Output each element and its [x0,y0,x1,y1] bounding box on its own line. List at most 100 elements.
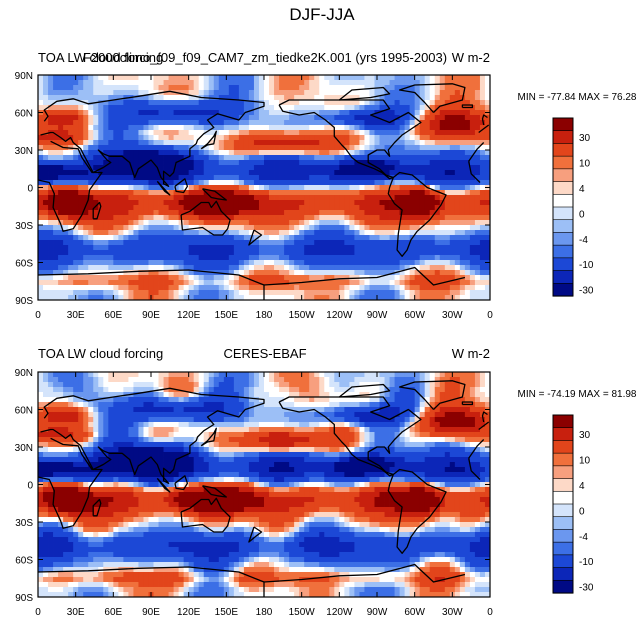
field-cell [88,402,94,408]
field-cell [148,200,154,206]
field-cell [38,275,44,281]
field-cell [153,295,159,300]
field-cell [314,200,320,206]
field-cell [364,402,370,408]
field-cell [419,140,426,146]
field-cell [394,150,400,156]
field-cell [269,235,275,241]
field-cell [439,185,446,191]
field-cell [68,235,74,241]
field-cell [419,100,426,106]
field-cell [168,85,174,91]
field-cell [324,120,330,126]
field-cell [93,135,99,141]
field-cell [304,155,310,161]
field-cell [258,387,265,393]
field-cell [243,100,250,106]
field-cell [354,220,360,226]
field-cell [474,387,481,393]
field-cell [274,275,280,281]
field-cell [344,170,350,176]
field-cell [419,110,426,116]
field-cell [253,115,260,121]
field-cell [309,90,315,96]
field-cell [309,160,315,166]
field-cell [203,125,210,131]
field-cell [304,125,310,131]
field-cell [193,170,200,176]
field-cell [228,255,235,261]
field-cell [369,90,375,96]
field-cell [344,407,350,413]
field-cell [404,275,411,281]
field-cell [424,295,431,300]
field-cell [133,220,139,226]
field-cell [233,220,240,226]
field-cell [118,285,124,291]
field-cell [123,150,129,156]
field-cell [248,180,255,186]
field-cell [459,250,466,256]
field-cell [213,175,220,181]
field-cell [258,195,265,201]
field-cell [409,200,416,206]
field-cell [269,387,275,393]
field-cell [233,392,240,398]
field-cell [128,145,134,151]
field-cell [198,160,205,166]
field-cell [309,255,315,261]
field-cell [128,205,134,211]
field-cell [183,195,190,201]
field-cell [43,235,49,241]
field-cell [243,145,250,151]
field-cell [439,195,446,201]
field-cell [329,260,335,266]
field-cell [158,270,164,276]
field-cell [238,165,245,171]
field-cell [163,75,169,81]
field-cell [384,240,390,246]
field-cell [389,270,395,276]
field-cell [203,407,210,413]
field-cell [389,110,395,116]
field-cell [203,255,210,261]
field-cell [153,195,159,201]
field-cell [163,140,169,146]
field-cell [394,110,400,116]
field-cell [133,255,139,261]
field-cell [364,250,370,256]
field-cell [203,180,210,186]
field-cell [399,392,406,398]
field-cell [228,80,235,86]
field-cell [258,190,265,196]
field-cell [58,417,64,423]
field-cell [374,125,380,131]
field-cell [178,170,185,176]
field-cell [108,180,114,186]
field-cell [163,85,169,91]
field-cell [213,295,220,300]
field-cell [73,180,79,186]
field-cell [173,115,180,121]
field-cell [133,260,139,266]
field-cell [38,195,44,201]
field-cell [354,225,360,231]
field-cell [93,80,99,86]
field-cell [334,75,340,81]
x-axis: 0 30E 60E 90E 120E 150E 180 150W 120W 90W 60W 30W 0 [35,75,493,321]
field-cell [434,180,441,186]
field-cell [269,115,275,121]
field-cell [68,220,74,226]
field-cell [228,230,235,236]
field-cell [53,260,59,266]
field-cell [178,130,185,136]
field-cell [324,230,330,236]
field-cell [364,150,370,156]
field-cell [444,190,451,196]
field-cell [464,235,471,241]
field-cell [469,160,476,166]
field-cell [314,382,320,388]
field-cell [143,392,149,398]
field-cell [73,255,79,261]
field-cell [258,200,265,206]
